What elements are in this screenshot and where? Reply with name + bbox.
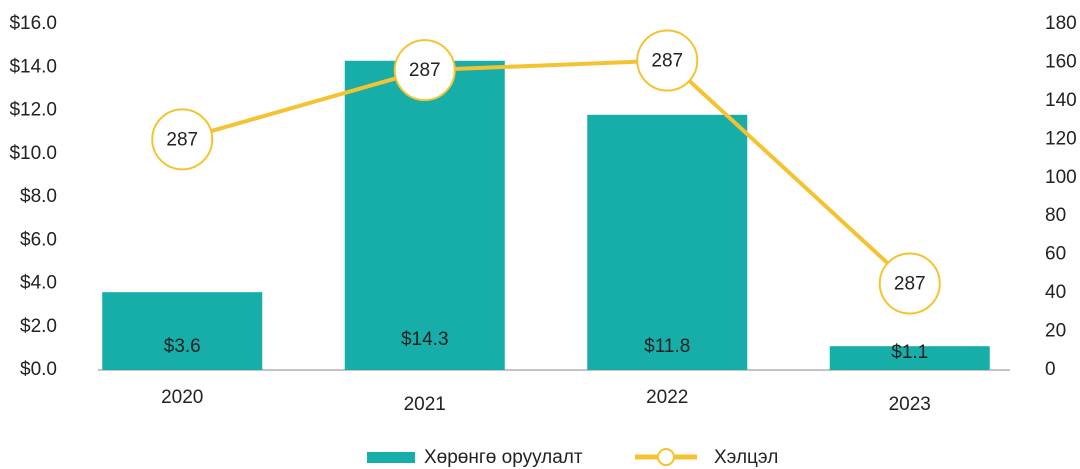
y2-tick-label: 140	[1045, 90, 1077, 111]
y2-tick-label: 80	[1045, 205, 1066, 226]
legend-label: Хэлцэл	[714, 447, 778, 468]
bar-value-label: $3.6	[164, 336, 201, 357]
bar-value-label: $11.8	[644, 336, 690, 357]
legend-swatch-marker	[657, 448, 675, 466]
line-marker	[636, 29, 699, 92]
bar	[587, 114, 748, 370]
bar	[344, 60, 505, 370]
bar	[829, 346, 990, 370]
x-tick-label: 2020	[161, 387, 203, 408]
y-tick-label: $14.0	[9, 56, 57, 77]
line-value-label: 287	[651, 51, 683, 72]
line-value-label: 287	[166, 129, 198, 150]
x-tick-label: 2021	[404, 394, 446, 415]
x-tick-label: 2023	[889, 394, 931, 415]
y-tick-label: $2.0	[20, 316, 57, 337]
y-tick-label: $6.0	[20, 229, 57, 250]
y2-tick-label: 40	[1045, 282, 1066, 303]
line-value-label: 287	[894, 274, 926, 295]
y2-tick-label: 0	[1045, 359, 1056, 380]
line-marker	[393, 39, 456, 102]
y2-tick-label: 160	[1045, 51, 1077, 72]
y2-tick-label: 20	[1045, 321, 1066, 342]
y-tick-label: $10.0	[9, 143, 57, 164]
line-marker	[151, 108, 214, 171]
y-tick-label: $16.0	[9, 13, 57, 34]
y2-tick-label: 120	[1045, 128, 1077, 149]
y-tick-label: $8.0	[20, 186, 57, 207]
bar-value-label: $1.1	[891, 342, 928, 363]
line-marker	[878, 252, 941, 315]
bar-value-label: $14.3	[401, 329, 449, 350]
line-value-label: 287	[409, 60, 441, 81]
legend-label: Хөрөнгө оруулалт	[424, 447, 583, 468]
y2-tick-label: 180	[1045, 13, 1077, 34]
line	[181, 58, 912, 285]
y-tick-label: $4.0	[20, 273, 57, 294]
bar	[102, 292, 263, 370]
y2-tick-label: 100	[1045, 167, 1077, 188]
x-tick-label: 2022	[646, 387, 688, 408]
y-tick-label: $12.0	[9, 100, 57, 121]
legend-swatch	[367, 452, 415, 463]
y-tick-label: $0.0	[20, 359, 57, 380]
y2-tick-label: 60	[1045, 244, 1066, 265]
